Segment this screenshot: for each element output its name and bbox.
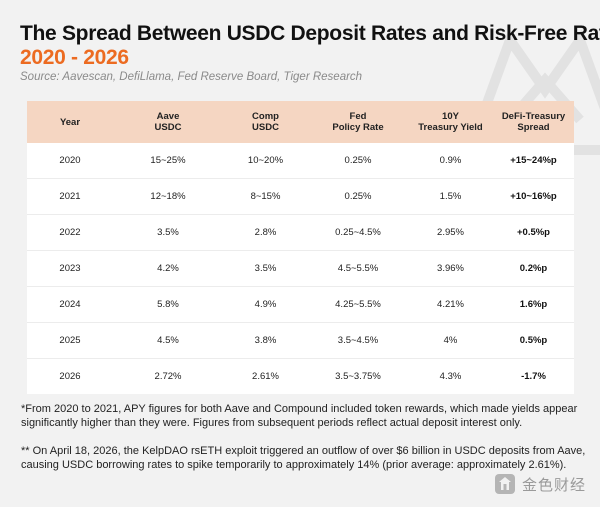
cell-spread: +0.5%p <box>493 214 574 251</box>
cell-year: 2021 <box>27 178 113 215</box>
cell-fed: 0.25% <box>308 178 408 215</box>
cell-year: 2020 <box>27 143 113 179</box>
cell-comp: 2.8% <box>223 214 308 251</box>
page-subtitle: 2020 - 2026 <box>20 46 129 69</box>
column-header-aave-usdc: Aave USDC <box>113 101 223 143</box>
table-row: 2023 4.2% 3.5% 4.5~5.5% 3.96% 0.2%p <box>27 250 574 287</box>
table-row: 2024 5.8% 4.9% 4.25~5.5% 4.21% 1.6%p <box>27 286 574 323</box>
cell-treasury: 4.3% <box>439 371 462 382</box>
cell-comp: 4.9% <box>223 286 308 323</box>
cell-aave: 4.2% <box>113 250 223 287</box>
rates-table: Year Aave USDC Comp USDC Fed Policy Rate 10… <box>27 101 574 394</box>
cell-aave: 2.72% <box>154 371 182 382</box>
cell-spread: +10~16%p <box>493 178 574 215</box>
cell-aave: 4.5% <box>113 322 223 359</box>
cell-year: 2025 <box>27 322 113 359</box>
cell-comp: 3.5% <box>223 250 308 287</box>
table-row: 2025 4.5% 3.8% 3.5~4.5% 4% 0.5%p <box>27 322 574 359</box>
cell-fed: 0.25~4.5% <box>308 214 408 251</box>
table-row: 2020 15~25% 10~20% 0.25% 0.9% +15~24%p <box>27 143 574 179</box>
source-line: Source: Aavescan, DefiLlama, Fed Reserve… <box>20 71 363 83</box>
cell-aave: 3.5% <box>113 214 223 251</box>
cell-year: 2024 <box>27 286 113 323</box>
cell-fed: 3.5~3.75% <box>335 371 381 382</box>
column-header-comp-usdc: Comp USDC <box>223 101 308 143</box>
cell-year: 2026 <box>59 371 81 382</box>
cell-year: 2022 <box>27 214 113 251</box>
brand-name: 金色财经 <box>521 475 586 494</box>
table-header-row: Year Aave USDC Comp USDC Fed Policy Rate 10… <box>27 101 574 143</box>
cell-fed: 0.25% <box>308 143 408 179</box>
cell-fed: 4.5~5.5% <box>308 250 408 287</box>
cell-fed: 3.5~4.5% <box>308 322 408 359</box>
cell-comp: 8~15% <box>223 178 308 215</box>
cell-aave: 5.8% <box>113 286 223 323</box>
jinse-logo-icon <box>494 474 515 494</box>
cell-treasury: 1.5% <box>408 178 493 215</box>
cell-spread: 0.2%p <box>493 250 574 287</box>
table-row: 2026 2.72% 2.61% 3.5~3.75% 4.3% -1.7% <box>27 359 574 395</box>
cell-spread: +15~24%p <box>493 143 574 179</box>
cell-treasury: 0.9% <box>408 143 493 179</box>
column-header-10y-treasury-yield: 10Y Treasury Yield <box>408 101 493 143</box>
cell-comp: 2.61% <box>252 371 279 382</box>
cell-treasury: 4% <box>408 322 493 359</box>
table-row: 2021 12~18% 8~15% 0.25% 1.5% +10~16%p <box>27 178 574 215</box>
brand-watermark: 金色财经 <box>494 473 586 495</box>
cell-treasury: 2.95% <box>408 214 493 251</box>
cell-treasury: 3.96% <box>408 250 493 287</box>
cell-aave: 15~25% <box>113 143 223 179</box>
column-header-year: Year <box>27 101 113 143</box>
cell-aave: 12~18% <box>113 178 223 215</box>
cell-comp: 3.8% <box>223 322 308 359</box>
cell-fed: 4.25~5.5% <box>308 286 408 323</box>
column-header-defi-treasury-spread: DeFi-Treasury Spread <box>493 101 574 143</box>
footnote-token-rewards: *From 2020 to 2021, APY figures for both… <box>21 403 578 429</box>
cell-comp: 10~20% <box>223 143 308 179</box>
rates-table-container: Year Aave USDC Comp USDC Fed Policy Rate 10… <box>27 101 574 394</box>
column-header-fed-policy-rate: Fed Policy Rate <box>308 101 408 143</box>
table-row: 2022 3.5% 2.8% 0.25~4.5% 2.95% +0.5%p <box>27 214 574 251</box>
cell-spread: -1.7% <box>521 371 546 382</box>
cell-treasury: 4.21% <box>408 286 493 323</box>
cell-spread: 0.5%p <box>493 322 574 359</box>
cell-spread: 1.6%p <box>493 286 574 323</box>
cell-year: 2023 <box>27 250 113 287</box>
footnote-kelpdao-exploit: ** On April 18, 2026, the KelpDAO rsETH … <box>21 445 586 471</box>
page-title: The Spread Between USDC Deposit Rates an… <box>20 22 600 45</box>
